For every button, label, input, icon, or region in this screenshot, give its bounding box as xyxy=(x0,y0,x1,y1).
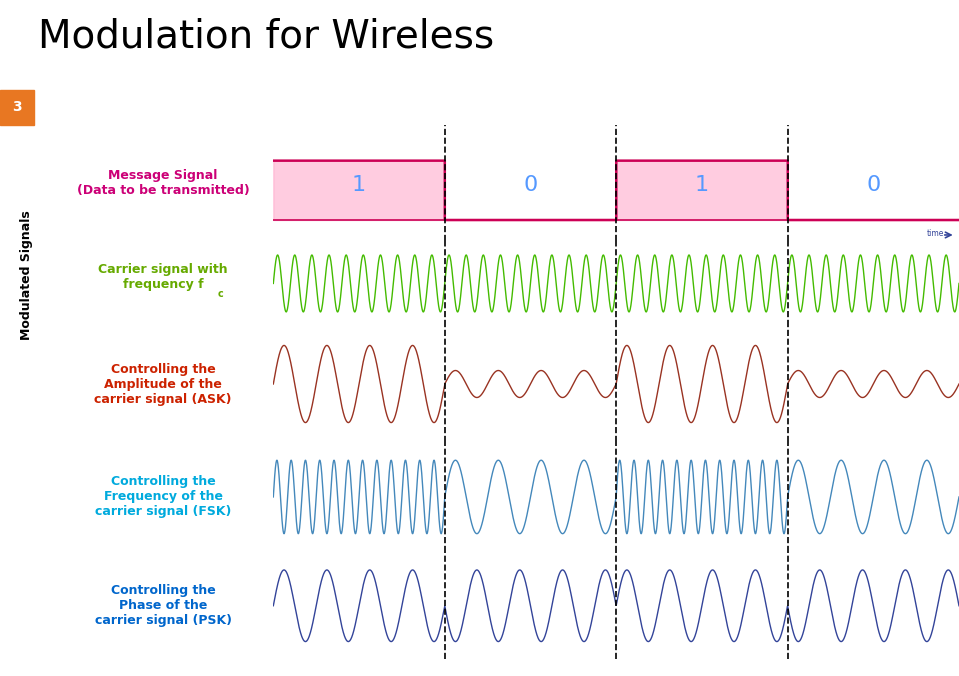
Text: Controlling the
Amplitude of the
carrier signal (ASK): Controlling the Amplitude of the carrier… xyxy=(94,362,232,406)
Text: 1: 1 xyxy=(352,175,366,195)
Text: Modulation for Wireless: Modulation for Wireless xyxy=(38,18,495,55)
Text: Message Signal
(Data to be transmitted): Message Signal (Data to be transmitted) xyxy=(77,169,249,197)
Text: c: c xyxy=(218,289,223,299)
Text: 0: 0 xyxy=(524,175,538,195)
Text: Controlling the
Frequency of the
carrier signal (FSK): Controlling the Frequency of the carrier… xyxy=(95,475,231,518)
Text: time: time xyxy=(926,229,944,239)
Text: Controlling the
Phase of the
carrier signal (PSK): Controlling the Phase of the carrier sig… xyxy=(95,584,231,627)
Text: Carrier signal with
frequency f: Carrier signal with frequency f xyxy=(98,262,228,291)
Text: 1: 1 xyxy=(695,175,709,195)
FancyBboxPatch shape xyxy=(0,90,34,125)
Text: 3: 3 xyxy=(12,101,22,114)
Text: Modulated Signals: Modulated Signals xyxy=(20,210,33,340)
Text: 0: 0 xyxy=(866,175,880,195)
